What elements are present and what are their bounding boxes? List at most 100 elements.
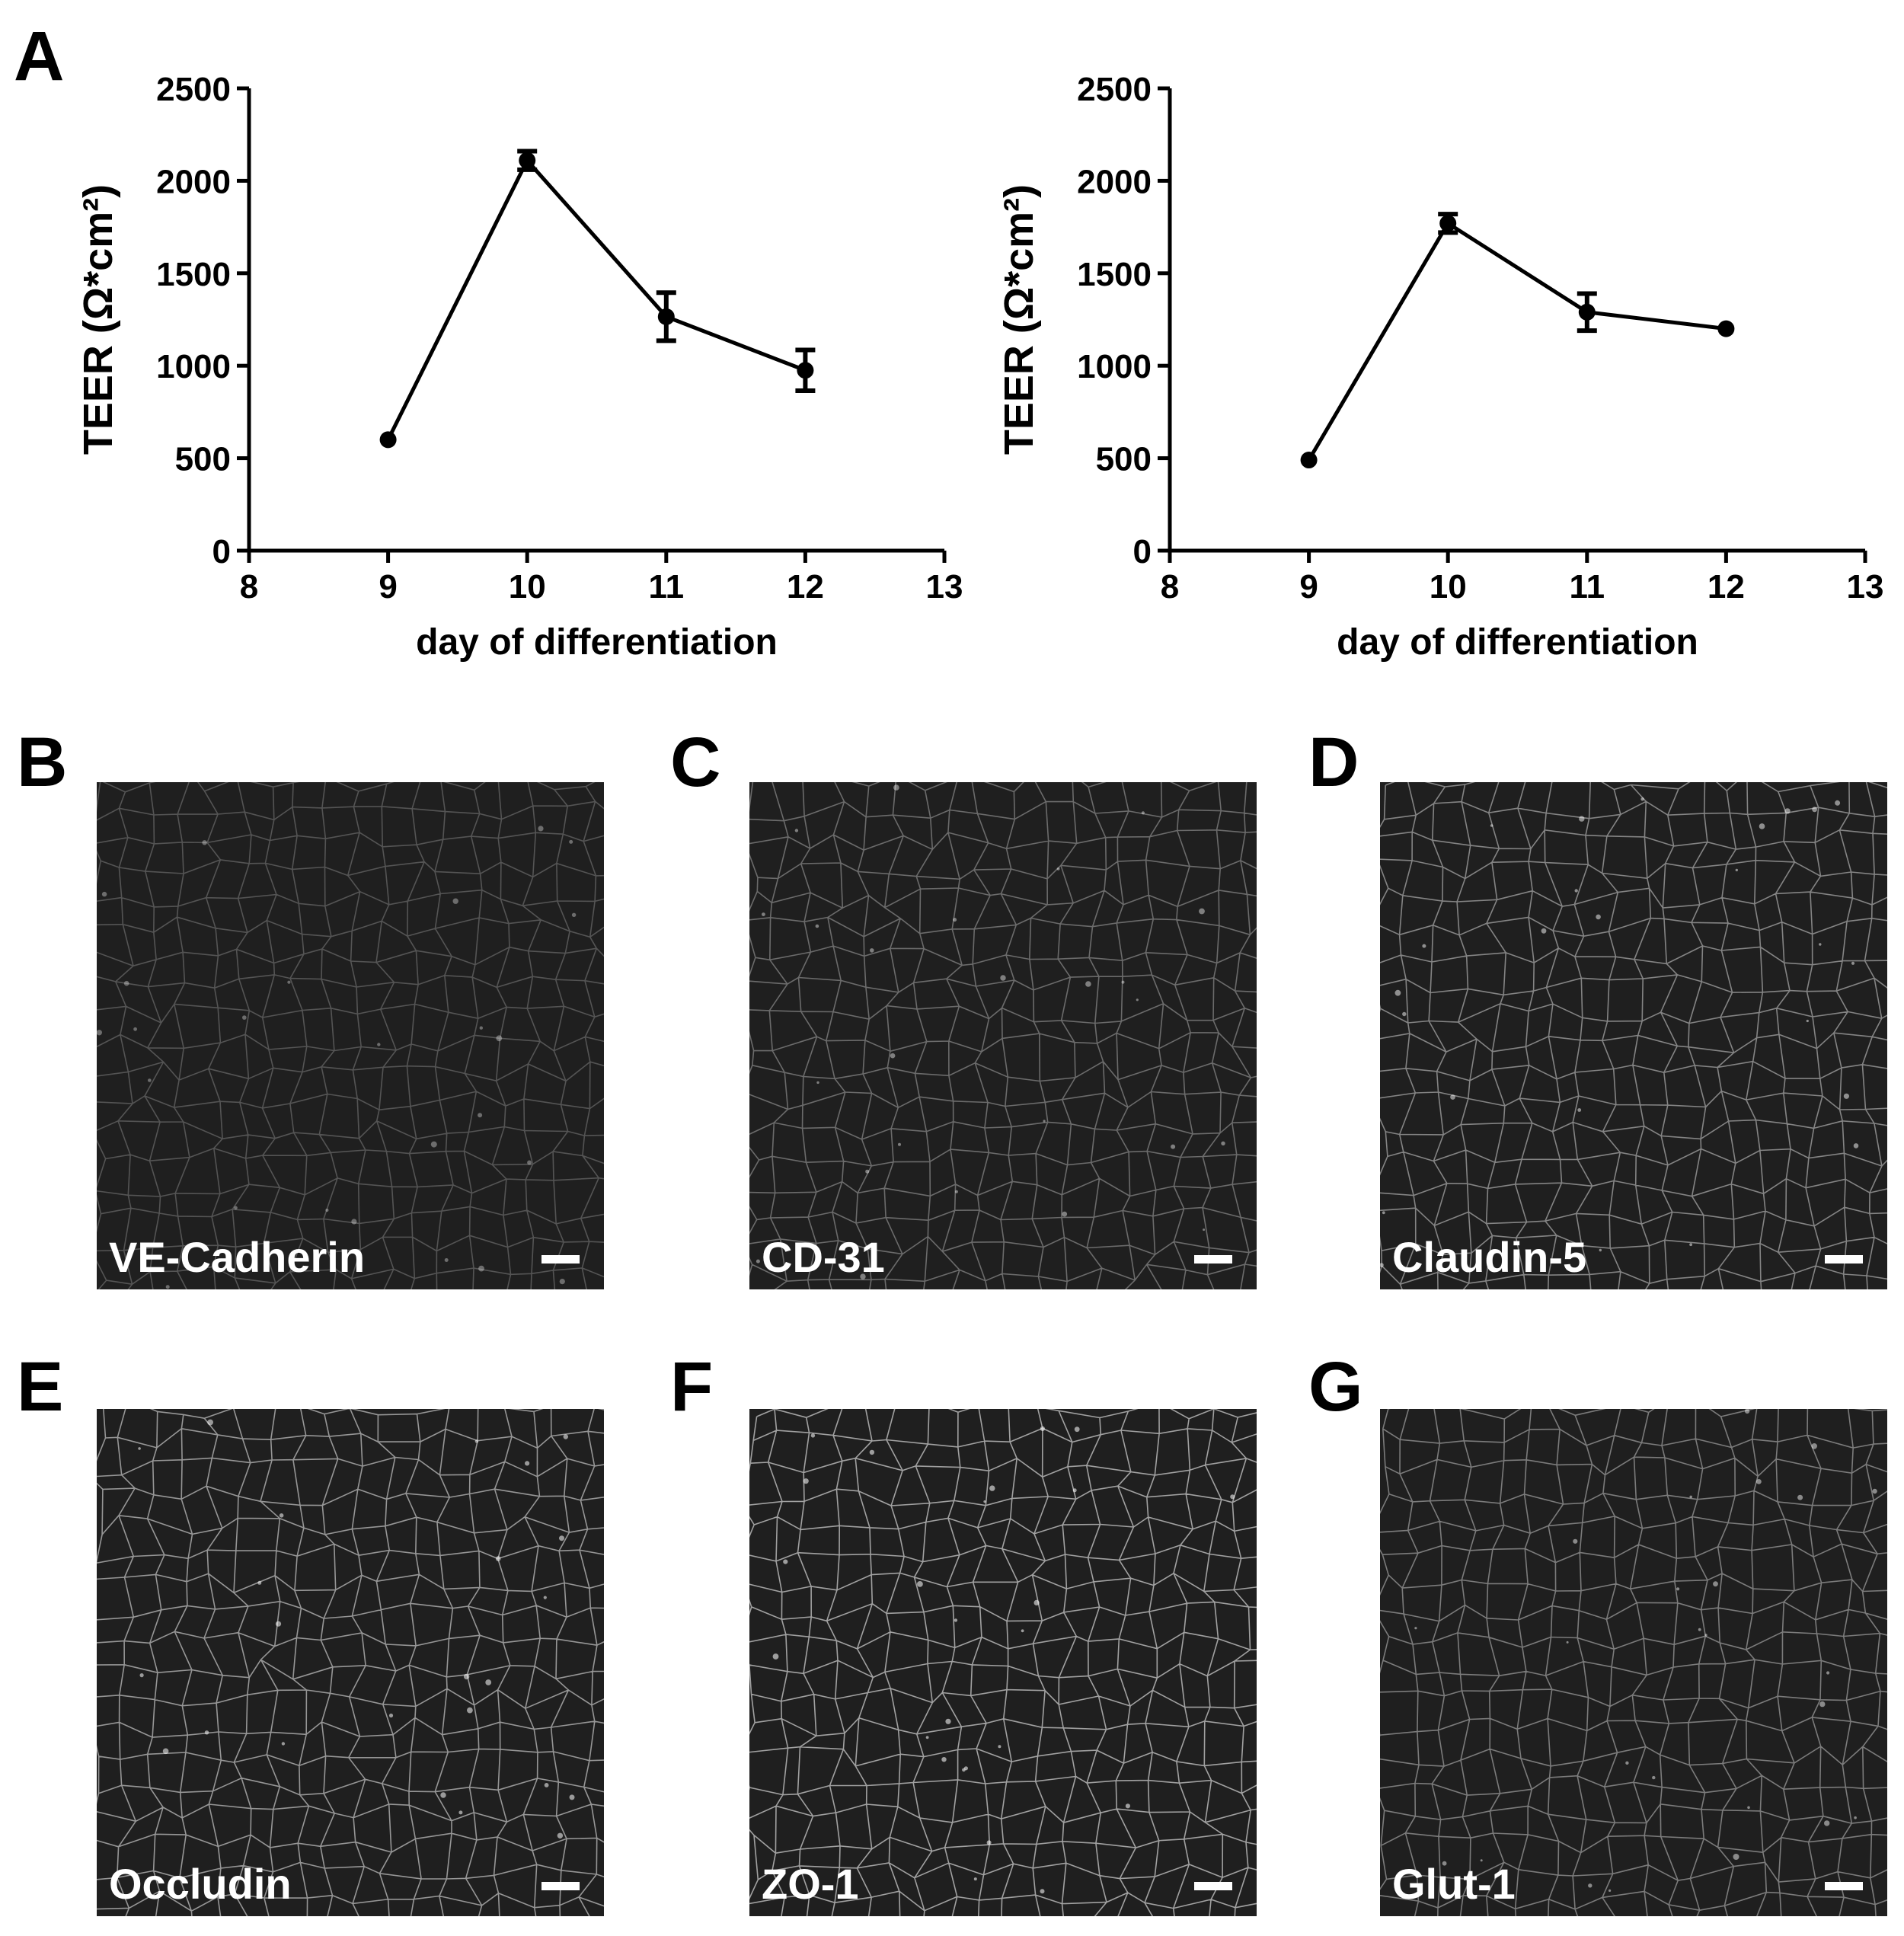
bright-speck xyxy=(1221,1141,1225,1145)
micrograph-label: Occludin xyxy=(109,1860,292,1908)
bright-speck xyxy=(557,1832,564,1839)
bright-speck xyxy=(1689,1243,1692,1247)
bright-speck xyxy=(1566,1640,1569,1644)
micrograph-texture xyxy=(749,1409,1257,1916)
bright-speck xyxy=(1843,1093,1849,1099)
x-tick-label: 10 xyxy=(1430,568,1467,605)
bright-speck xyxy=(559,1279,565,1285)
y-tick-label: 0 xyxy=(212,533,231,570)
bright-speck xyxy=(138,1447,141,1450)
bright-speck xyxy=(569,1794,575,1800)
panel-letter-f: F xyxy=(670,1348,714,1426)
bright-speck xyxy=(1490,824,1493,827)
panel-letter-d: D xyxy=(1308,724,1359,801)
micrograph-occludin: Occludin xyxy=(97,1409,604,1916)
bright-speck xyxy=(559,1535,564,1541)
bright-speck xyxy=(1824,1820,1830,1826)
bright-speck xyxy=(479,1026,483,1030)
bright-speck xyxy=(1442,1861,1447,1866)
bright-speck xyxy=(204,1730,209,1735)
bright-speck xyxy=(1812,807,1817,813)
y-axis-label: TEER (Ω*cm²) xyxy=(996,184,1042,455)
micrograph-label: ZO-1 xyxy=(762,1860,859,1908)
bright-speck xyxy=(97,1030,102,1036)
bright-speck xyxy=(162,1748,169,1755)
bright-speck xyxy=(945,1718,951,1724)
micrograph-texture xyxy=(97,782,604,1289)
bright-speck xyxy=(325,1208,329,1212)
y-tick-label: 2000 xyxy=(1077,163,1152,200)
bright-speck xyxy=(893,784,899,791)
data-point xyxy=(797,362,814,379)
bright-speck xyxy=(563,1434,568,1439)
scale-bar xyxy=(1825,1882,1863,1890)
bright-speck xyxy=(1577,1108,1582,1112)
teer-charts: 0 500 1000 1500 2000 2500 8 9 10 11 12 13 day of dif… xyxy=(75,71,1883,663)
bright-speck xyxy=(527,1160,532,1165)
bright-speck xyxy=(1136,998,1139,1002)
bright-speck xyxy=(816,1081,819,1085)
bright-speck xyxy=(1033,1599,1040,1605)
bright-speck xyxy=(478,1113,483,1118)
teer-chart-left: 0 500 1000 1500 2000 2500 8 9 10 11 12 13 day of dif… xyxy=(75,71,963,663)
bright-speck xyxy=(544,1783,549,1787)
bright-speck xyxy=(1199,908,1205,915)
data-point xyxy=(1717,320,1735,337)
bright-speck xyxy=(1085,981,1091,987)
scale-bar xyxy=(541,1882,580,1890)
bright-speck xyxy=(1853,1143,1859,1149)
micrograph-texture xyxy=(1380,1409,1887,1916)
bright-speck xyxy=(440,1792,446,1798)
bright-speck xyxy=(388,1713,394,1718)
bright-speck xyxy=(925,1736,929,1740)
bright-speck xyxy=(478,1265,484,1272)
scale-bar xyxy=(1194,1255,1232,1264)
bright-speck xyxy=(860,1273,866,1279)
bright-speck xyxy=(1588,1883,1593,1888)
bright-speck xyxy=(998,1745,1002,1749)
y-tick-label: 1500 xyxy=(1077,256,1152,293)
y-tick-label: 1000 xyxy=(156,348,231,385)
bright-speck xyxy=(351,1219,357,1225)
bright-speck xyxy=(1573,1538,1578,1544)
bright-speck xyxy=(1759,823,1765,829)
bright-speck xyxy=(1826,1671,1830,1675)
bright-speck xyxy=(571,912,577,917)
bright-speck xyxy=(1382,1211,1385,1215)
bright-speck xyxy=(1640,797,1644,801)
x-tick-label: 12 xyxy=(787,568,824,605)
bright-speck xyxy=(287,980,291,984)
micrograph-cd31: CD-31 xyxy=(749,782,1257,1289)
x-tick-label: 11 xyxy=(649,568,685,605)
bright-speck xyxy=(1072,1488,1077,1493)
data-point xyxy=(1300,452,1318,469)
bright-speck xyxy=(1171,1144,1176,1149)
y-tick-label: 1500 xyxy=(156,256,231,293)
y-tick-label: 0 xyxy=(1133,533,1152,570)
bright-speck xyxy=(803,1478,809,1484)
bright-speck xyxy=(525,1461,530,1466)
cell-junctions xyxy=(749,1409,1257,1916)
bright-speck xyxy=(1819,943,1822,946)
bright-speck xyxy=(101,891,107,897)
x-tick-label: 9 xyxy=(379,568,397,605)
x-tick-label: 12 xyxy=(1708,568,1745,605)
micrograph-claudin5: Claudin-5 xyxy=(1380,782,1887,1289)
bright-speck xyxy=(279,1513,284,1518)
bright-speck xyxy=(1450,1094,1455,1100)
bright-speck xyxy=(1608,1889,1612,1892)
bright-speck xyxy=(1230,1494,1235,1500)
bright-speck xyxy=(1541,928,1547,934)
bright-speck xyxy=(1121,980,1125,984)
bright-speck xyxy=(1835,800,1841,806)
micrograph-label: Glut-1 xyxy=(1392,1860,1516,1908)
cell-junctions xyxy=(1380,782,1887,1289)
bright-speck xyxy=(1689,1495,1692,1499)
micrograph-ve-cadherin: VE-Cadherin xyxy=(97,782,604,1289)
bright-speck xyxy=(954,1618,958,1622)
bright-speck xyxy=(452,898,458,904)
bright-speck xyxy=(133,1027,137,1031)
bright-speck xyxy=(1402,1011,1407,1017)
bright-speck xyxy=(1203,1228,1206,1232)
bright-speck xyxy=(1579,816,1585,822)
